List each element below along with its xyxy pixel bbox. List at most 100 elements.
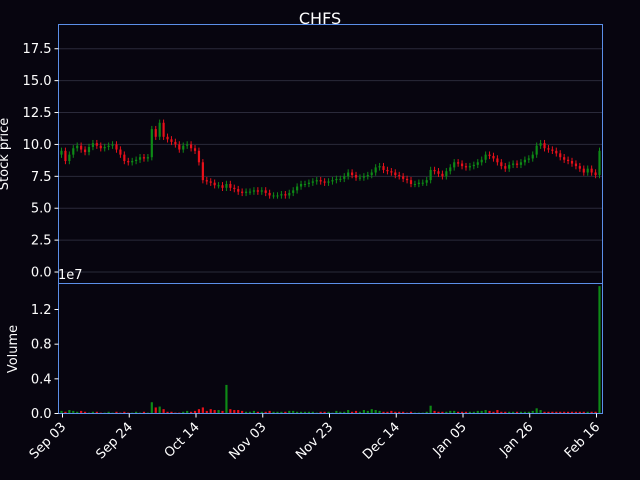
- x-tick-label: Sep 24: [94, 420, 137, 463]
- volume-bar: [547, 411, 550, 414]
- candle-body: [437, 171, 440, 174]
- candle-body: [288, 192, 291, 196]
- volume-bar: [437, 411, 440, 414]
- volume-bar: [201, 407, 204, 414]
- price-tick-label: 10.0: [23, 138, 52, 153]
- volume-bar: [292, 410, 295, 414]
- candle-body: [460, 163, 464, 167]
- volume-bar: [276, 411, 279, 414]
- candle-body: [127, 161, 130, 163]
- volume-bar: [378, 410, 381, 414]
- candle-body: [193, 148, 197, 151]
- volume-bar: [154, 407, 157, 414]
- candle-body: [398, 175, 401, 177]
- candle-body: [464, 166, 468, 168]
- candle-body: [103, 146, 106, 149]
- candle-body: [563, 157, 566, 160]
- candle-body: [590, 168, 593, 173]
- volume-bar: [60, 410, 63, 414]
- candle-body: [162, 122, 165, 137]
- volume-tick-label: 0.0: [31, 407, 52, 422]
- volume-bar: [244, 411, 248, 414]
- candle-body: [445, 171, 448, 177]
- candle-body: [496, 158, 499, 163]
- volume-bar: [162, 409, 165, 414]
- volume-bar: [425, 411, 428, 414]
- volume-bar: [205, 410, 208, 414]
- candle-body: [339, 178, 342, 180]
- volume-bar: [539, 410, 542, 414]
- volume-bar: [213, 410, 216, 414]
- candle-body: [488, 154, 491, 156]
- volume-bar: [496, 410, 499, 414]
- candle-body: [594, 172, 597, 176]
- volume-bar: [492, 411, 495, 414]
- volume-bar: [574, 411, 578, 414]
- candle-body: [221, 185, 224, 188]
- volume-bar: [72, 410, 75, 414]
- volume-bars: [60, 286, 601, 414]
- candle-body: [582, 168, 585, 173]
- candle-body: [166, 136, 169, 140]
- candle-body: [252, 190, 256, 192]
- candle-body: [378, 166, 381, 168]
- volume-bar: [555, 411, 558, 414]
- volume-bar: [582, 411, 585, 414]
- volume-panel-frame: [58, 283, 603, 414]
- candle-body: [150, 129, 153, 158]
- candle-body: [362, 176, 365, 178]
- volume-bar: [531, 410, 534, 414]
- volume-bar: [500, 411, 503, 414]
- volume-bar: [319, 411, 322, 414]
- volume-bar: [476, 410, 479, 414]
- candle-body: [123, 154, 126, 162]
- candle-body: [425, 180, 428, 183]
- candle-body: [299, 183, 303, 187]
- price-tick-label: 15.0: [23, 74, 52, 89]
- candle-body: [197, 150, 201, 163]
- volume-bar: [457, 411, 460, 414]
- candle-body: [323, 181, 326, 183]
- candle-body: [417, 182, 420, 184]
- volume-bar: [586, 411, 589, 414]
- price-tick-label: 5.0: [31, 202, 52, 217]
- candle-body: [354, 175, 358, 178]
- volume-bar: [256, 411, 259, 414]
- price-y-axis-ticks: 0.0 2.5 5.0 7.5 10.0 12.5 15.0 17.5: [23, 42, 59, 281]
- x-tick-label: Dec 14: [360, 420, 403, 463]
- candle-body: [64, 150, 67, 162]
- candle-body: [512, 163, 515, 165]
- volume-bar: [150, 402, 153, 414]
- candle-body: [158, 122, 161, 137]
- volume-bar: [441, 411, 444, 414]
- volume-bar: [551, 411, 554, 414]
- volume-bar: [166, 411, 169, 414]
- volume-tick-label: 1.2: [31, 303, 52, 318]
- volume-bar: [182, 411, 185, 414]
- volume-bar: [193, 410, 197, 414]
- volume-bar: [229, 409, 232, 414]
- x-tick-label: Jan 26: [496, 420, 536, 460]
- candle-body: [327, 181, 330, 183]
- candle-body: [119, 149, 122, 155]
- volume-bar: [135, 411, 138, 414]
- candle-body: [586, 168, 589, 173]
- volume-y-axis-ticks: 0.0 0.4 0.8 1.2: [31, 303, 59, 422]
- candle-body: [135, 159, 138, 162]
- candle-body: [209, 181, 212, 183]
- x-tick-label: Jan 05: [430, 420, 470, 460]
- volume-bar: [468, 411, 472, 414]
- candle-body: [99, 145, 102, 149]
- candle-body: [315, 180, 318, 182]
- candle-body: [72, 148, 75, 155]
- candle-body: [111, 144, 114, 146]
- volume-bar: [186, 410, 189, 414]
- candle-body: [335, 178, 338, 181]
- candle-body: [409, 180, 413, 184]
- candle-body: [154, 129, 157, 137]
- price-tick-label: 2.5: [31, 234, 52, 249]
- candle-body: [91, 143, 95, 147]
- candle-body: [543, 143, 546, 149]
- candle-body: [205, 180, 208, 182]
- x-tick-label: Nov 23: [293, 420, 336, 463]
